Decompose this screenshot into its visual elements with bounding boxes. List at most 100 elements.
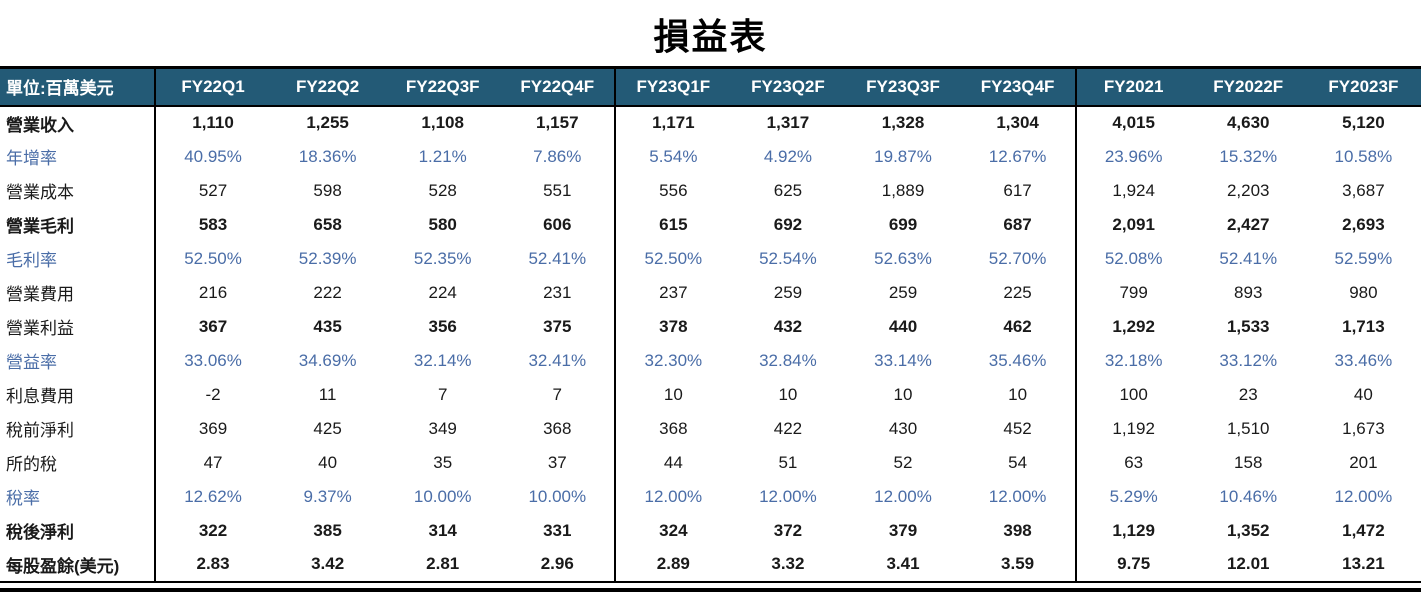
table-row: 毛利率 52.50% 52.39% 52.35% 52.41% 52.50% 52.54% 5… bbox=[0, 241, 1421, 276]
value-cell: 385 bbox=[313, 520, 342, 540]
value-cell: 51 bbox=[778, 452, 798, 472]
row-label: 營益率 bbox=[6, 353, 57, 372]
value-cell: 1,129 bbox=[1074, 513, 1191, 548]
value-cell: 32.84% bbox=[759, 350, 817, 370]
value-cell: 349 bbox=[428, 418, 457, 438]
value-cell: 1,673 bbox=[1342, 418, 1385, 438]
value-cell: 10 bbox=[614, 377, 731, 412]
value-cell: 52.08% bbox=[1074, 241, 1191, 276]
table-row: 營業毛利 583 658 580 606 615 692 699 687 2,091 2,427 2,… bbox=[0, 207, 1421, 242]
table-row: 營業成本 527 598 528 551 556 625 1,889 617 1,924 2,203… bbox=[0, 173, 1421, 208]
value-cell: 1,713 bbox=[1342, 316, 1385, 336]
value-cell: 52.54% bbox=[759, 248, 817, 268]
value-cell: 33.14% bbox=[874, 350, 932, 370]
value-cell: 1,472 bbox=[1342, 520, 1385, 540]
column-header-fy22q3f: FY22Q3F bbox=[385, 67, 501, 107]
value-cell: 259 bbox=[773, 282, 803, 302]
row-label: 稅前淨利 bbox=[6, 421, 74, 440]
value-cell: 10 bbox=[893, 384, 913, 404]
value-cell: 368 bbox=[543, 418, 572, 438]
value-cell: 32.18% bbox=[1074, 343, 1191, 378]
row-label: 利息費用 bbox=[6, 387, 74, 406]
value-cell: 12.00% bbox=[874, 486, 932, 506]
value-cell: 19.87% bbox=[874, 146, 932, 166]
value-cell: 1,108 bbox=[421, 113, 464, 132]
row-label: 年增率 bbox=[6, 149, 57, 168]
value-cell: 551 bbox=[543, 180, 572, 200]
table-row: 年增率 40.95% 18.36% 1.21% 7.86% 5.54% 4.92% 19.87… bbox=[0, 139, 1421, 174]
value-cell: 3.59 bbox=[960, 547, 1076, 583]
value-cell: 1,352 bbox=[1226, 520, 1270, 540]
value-cell: 372 bbox=[773, 520, 803, 540]
value-cell: 3,687 bbox=[1342, 180, 1385, 200]
header-row: 單位:百萬美元 FY22Q1 FY22Q2 FY22Q3F FY22Q4F FY23Q1… bbox=[0, 67, 1421, 107]
value-cell: 35 bbox=[433, 452, 453, 472]
value-cell: 100 bbox=[1074, 377, 1191, 412]
value-cell: 34.69% bbox=[298, 350, 357, 370]
value-cell: 398 bbox=[1003, 520, 1032, 540]
value-cell: 23.96% bbox=[1074, 139, 1191, 174]
value-cell: 47 bbox=[153, 445, 271, 480]
row-label: 營業利益 bbox=[6, 319, 74, 338]
row-label: 稅後淨利 bbox=[6, 523, 74, 542]
value-cell: 615 bbox=[614, 207, 731, 242]
value-cell: 12.00% bbox=[614, 479, 731, 514]
value-cell: 1,533 bbox=[1226, 316, 1270, 336]
value-cell: 1,328 bbox=[881, 113, 925, 132]
value-cell: -2 bbox=[153, 377, 271, 412]
value-cell: 324 bbox=[614, 513, 731, 548]
value-cell: 430 bbox=[888, 418, 918, 438]
column-header-fy23q4f: FY23Q4F bbox=[960, 67, 1076, 107]
value-cell: 440 bbox=[888, 316, 918, 336]
value-cell: 224 bbox=[428, 282, 457, 302]
value-cell: 7.86% bbox=[533, 146, 582, 166]
value-cell: 32.14% bbox=[413, 350, 472, 370]
value-cell: 2.83 bbox=[153, 547, 271, 583]
column-header-fy22q4f: FY22Q4F bbox=[500, 67, 616, 107]
value-cell: 52.39% bbox=[298, 248, 357, 268]
value-cell: 893 bbox=[1234, 282, 1263, 302]
value-cell: 40 bbox=[1353, 384, 1373, 404]
value-cell: 1,171 bbox=[614, 105, 731, 140]
value-cell: 225 bbox=[1003, 282, 1032, 302]
value-cell: 452 bbox=[1003, 418, 1032, 438]
value-cell: 2,203 bbox=[1226, 180, 1270, 200]
value-cell: 12.01 bbox=[1190, 547, 1306, 583]
value-cell: 9.75 bbox=[1074, 547, 1191, 583]
value-cell: 3.32 bbox=[730, 547, 846, 583]
value-cell: 4,630 bbox=[1226, 113, 1270, 132]
value-cell: 2.96 bbox=[500, 547, 616, 583]
value-cell: 52.41% bbox=[528, 248, 587, 268]
value-cell: 2.81 bbox=[385, 547, 501, 583]
value-cell: 33.12% bbox=[1219, 350, 1278, 370]
value-cell: 33.06% bbox=[153, 343, 271, 378]
unit-label: 單位:百萬美元 bbox=[0, 67, 155, 107]
value-cell: 617 bbox=[1003, 180, 1032, 200]
value-cell: 216 bbox=[153, 275, 271, 310]
table-row: 稅率 12.62% 9.37% 10.00% 10.00% 12.00% 12.00% 12.… bbox=[0, 479, 1421, 514]
value-cell: 52.59% bbox=[1334, 248, 1393, 268]
value-cell: 462 bbox=[1003, 316, 1032, 336]
value-cell: 3.41 bbox=[845, 547, 961, 583]
value-cell: 44 bbox=[614, 445, 731, 480]
value-cell: 625 bbox=[773, 180, 803, 200]
value-cell: 425 bbox=[313, 418, 342, 438]
table-row: 利息費用 -2 11 7 7 10 10 10 10 100 23 40 bbox=[0, 377, 1421, 412]
value-cell: 583 bbox=[153, 207, 271, 242]
value-cell: 1,110 bbox=[153, 105, 271, 140]
value-cell: 378 bbox=[614, 309, 731, 344]
row-label: 營業收入 bbox=[6, 115, 74, 135]
value-cell: 527 bbox=[153, 173, 271, 208]
value-cell: 12.00% bbox=[988, 486, 1047, 506]
table-row: 稅前淨利 369 425 349 368 368 422 430 452 1,192 1,510 1,… bbox=[0, 411, 1421, 446]
table-body: 營業收入 1,110 1,255 1,108 1,157 1,171 1,317 1,328 1… bbox=[0, 105, 1421, 583]
value-cell: 11 bbox=[318, 384, 337, 404]
column-header-fy23q1f: FY23Q1F bbox=[614, 67, 731, 107]
value-cell: 598 bbox=[313, 180, 342, 200]
value-cell: 12.00% bbox=[759, 486, 817, 506]
value-cell: 52.70% bbox=[988, 248, 1047, 268]
value-cell: 2,427 bbox=[1226, 214, 1270, 234]
value-cell: 2.89 bbox=[614, 547, 731, 583]
column-header-fy22q1: FY22Q1 bbox=[153, 67, 271, 107]
value-cell: 1,255 bbox=[306, 113, 349, 132]
